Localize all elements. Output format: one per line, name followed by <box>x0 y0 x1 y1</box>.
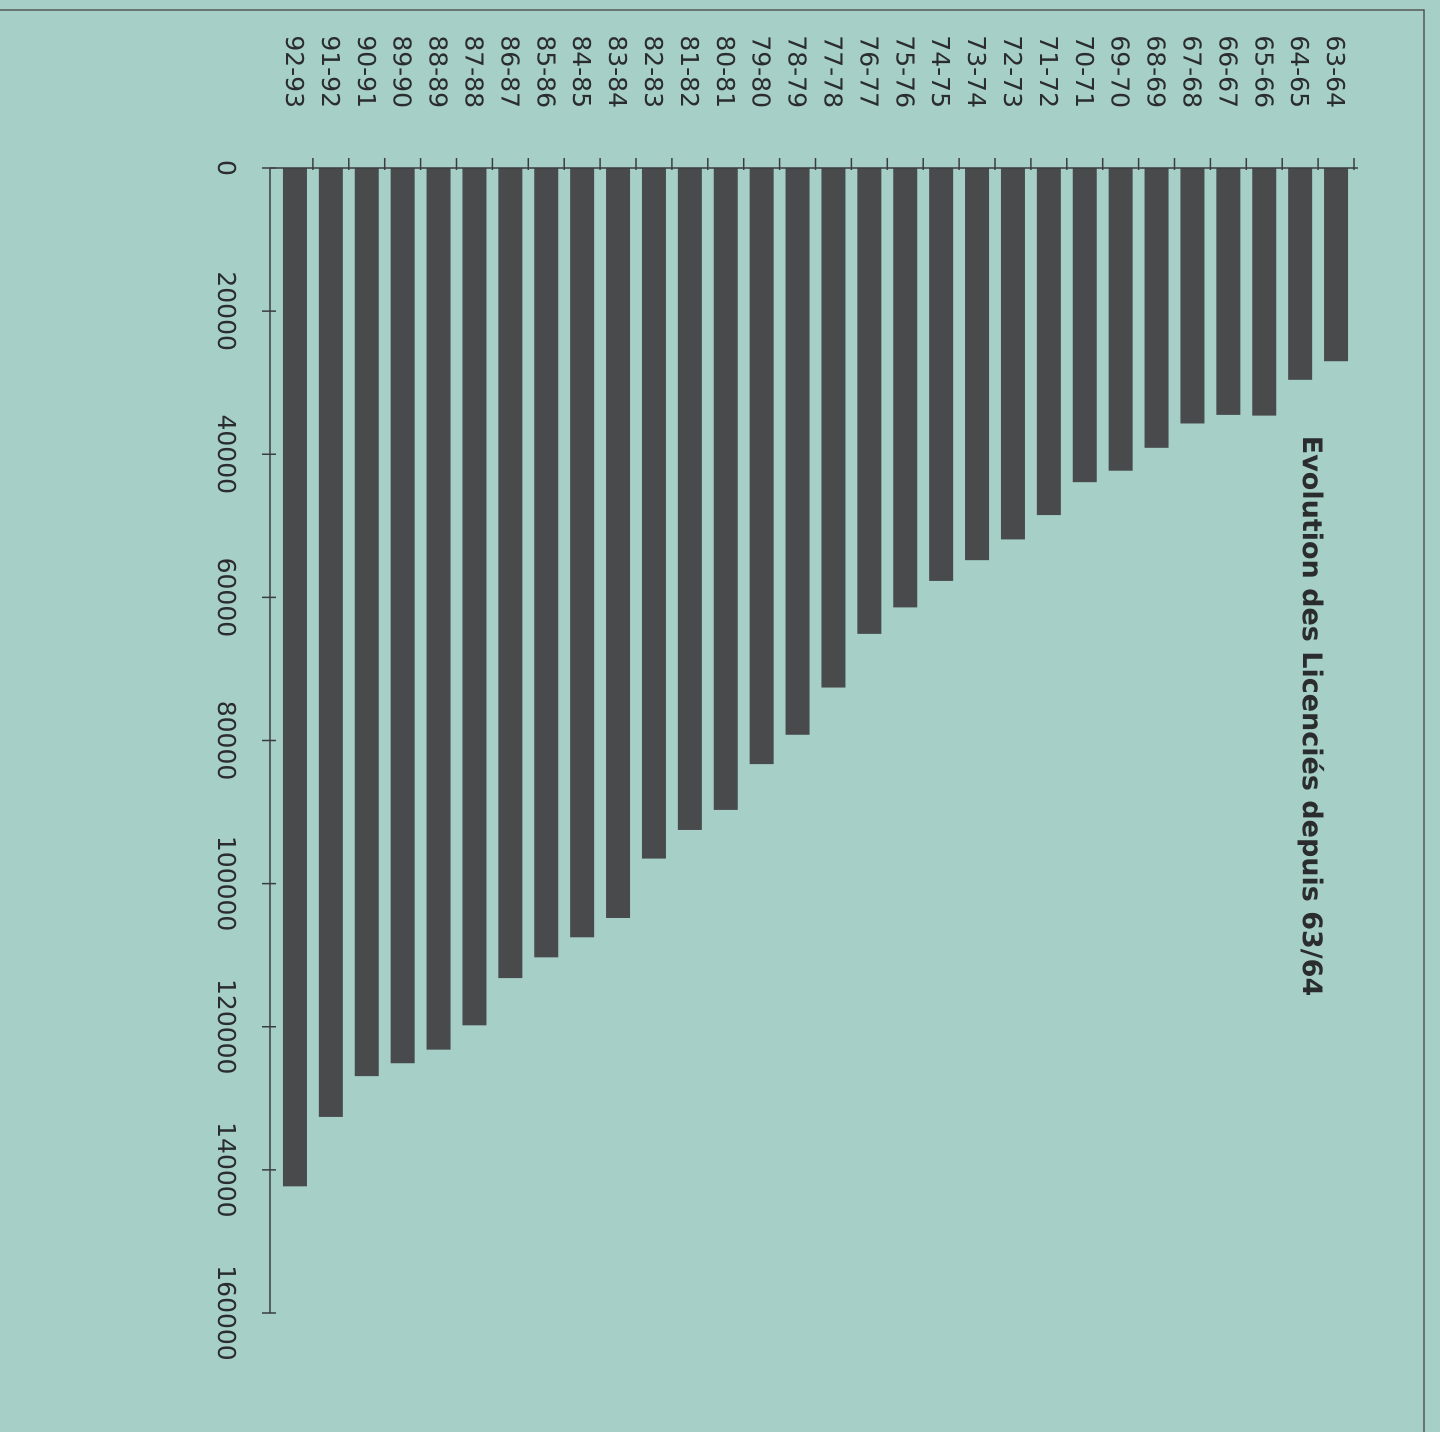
bar <box>426 168 451 1050</box>
category-label: 70-71 <box>1070 35 1099 108</box>
category-label: 76-77 <box>854 35 883 108</box>
bar <box>1288 168 1313 380</box>
category-label: 80-81 <box>711 35 740 108</box>
category-label: 63-64 <box>1321 35 1350 108</box>
category-label: 78-79 <box>783 35 812 108</box>
bar <box>965 168 990 561</box>
bar <box>1072 168 1097 483</box>
category-label: 66-67 <box>1213 35 1242 108</box>
bar <box>821 168 846 688</box>
category-label: 86-87 <box>495 35 524 108</box>
category-label: 65-66 <box>1249 35 1278 108</box>
category-label: 64-65 <box>1285 35 1314 108</box>
category-label: 72-73 <box>998 35 1027 108</box>
bar <box>606 168 631 918</box>
category-label: 73-74 <box>962 35 991 108</box>
category-label: 84-85 <box>567 35 596 108</box>
category-label: 87-88 <box>459 35 488 108</box>
category-label: 92-93 <box>280 35 309 108</box>
bar <box>1252 168 1277 416</box>
value-tick-label: 120000 <box>212 979 241 1074</box>
labels-layer: 92-93 91-92 90-91 89-90 88-89 87-88 86-87 85-86… <box>212 35 1350 1360</box>
bar <box>1108 168 1133 471</box>
bar <box>929 168 954 581</box>
chart-plot: 92-93 91-92 90-91 89-90 88-89 87-88 86-87 85-86… <box>212 35 1358 1361</box>
category-label: 82-83 <box>639 35 668 108</box>
value-tick-label: 60000 <box>212 558 241 638</box>
bar <box>390 168 415 1064</box>
bar <box>893 168 918 608</box>
bar <box>534 168 559 958</box>
bar <box>354 168 379 1077</box>
bar <box>641 168 666 859</box>
value-tick-label: 80000 <box>212 701 241 781</box>
bar <box>282 168 307 1187</box>
bar <box>1144 168 1169 448</box>
category-label: 69-70 <box>1106 35 1135 108</box>
bars-layer <box>282 168 1349 1187</box>
chart-frame <box>0 9 1425 1432</box>
category-label: 81-82 <box>675 35 704 108</box>
category-label: 90-91 <box>352 35 381 108</box>
bar <box>462 168 487 1026</box>
category-label: 74-75 <box>926 35 955 108</box>
bar <box>1180 168 1205 424</box>
bar <box>857 168 882 634</box>
category-label: 68-69 <box>1142 35 1171 108</box>
bar <box>1036 168 1061 516</box>
bar <box>498 168 523 979</box>
value-tick-label: 160000 <box>212 1265 241 1360</box>
bar <box>1000 168 1025 540</box>
value-tick-label: 0 <box>212 160 241 176</box>
bar <box>713 168 738 810</box>
category-label: 88-89 <box>424 35 453 108</box>
category-label: 67-68 <box>1177 35 1206 108</box>
value-tick-label: 140000 <box>212 1122 241 1217</box>
value-tick-label: 100000 <box>212 836 241 931</box>
bar <box>1324 168 1349 362</box>
bar <box>318 168 343 1117</box>
value-tick-label: 40000 <box>212 414 241 494</box>
category-label: 75-76 <box>890 35 919 108</box>
category-label: 91-92 <box>316 35 345 108</box>
category-label: 89-90 <box>388 35 417 108</box>
bar <box>677 168 702 830</box>
category-label: 79-80 <box>747 35 776 108</box>
bar <box>1216 168 1241 415</box>
chart-title: Evolution des Licenciés depuis 63/64 <box>1296 436 1327 996</box>
bar <box>570 168 595 938</box>
bar <box>785 168 810 735</box>
category-label: 77-78 <box>818 35 847 108</box>
category-label: 85-86 <box>531 35 560 108</box>
category-label: 83-84 <box>603 35 632 108</box>
category-label: 71-72 <box>1034 35 1063 108</box>
axes-layer <box>262 158 1358 1314</box>
bar <box>749 168 774 765</box>
value-tick-label: 20000 <box>212 271 241 351</box>
